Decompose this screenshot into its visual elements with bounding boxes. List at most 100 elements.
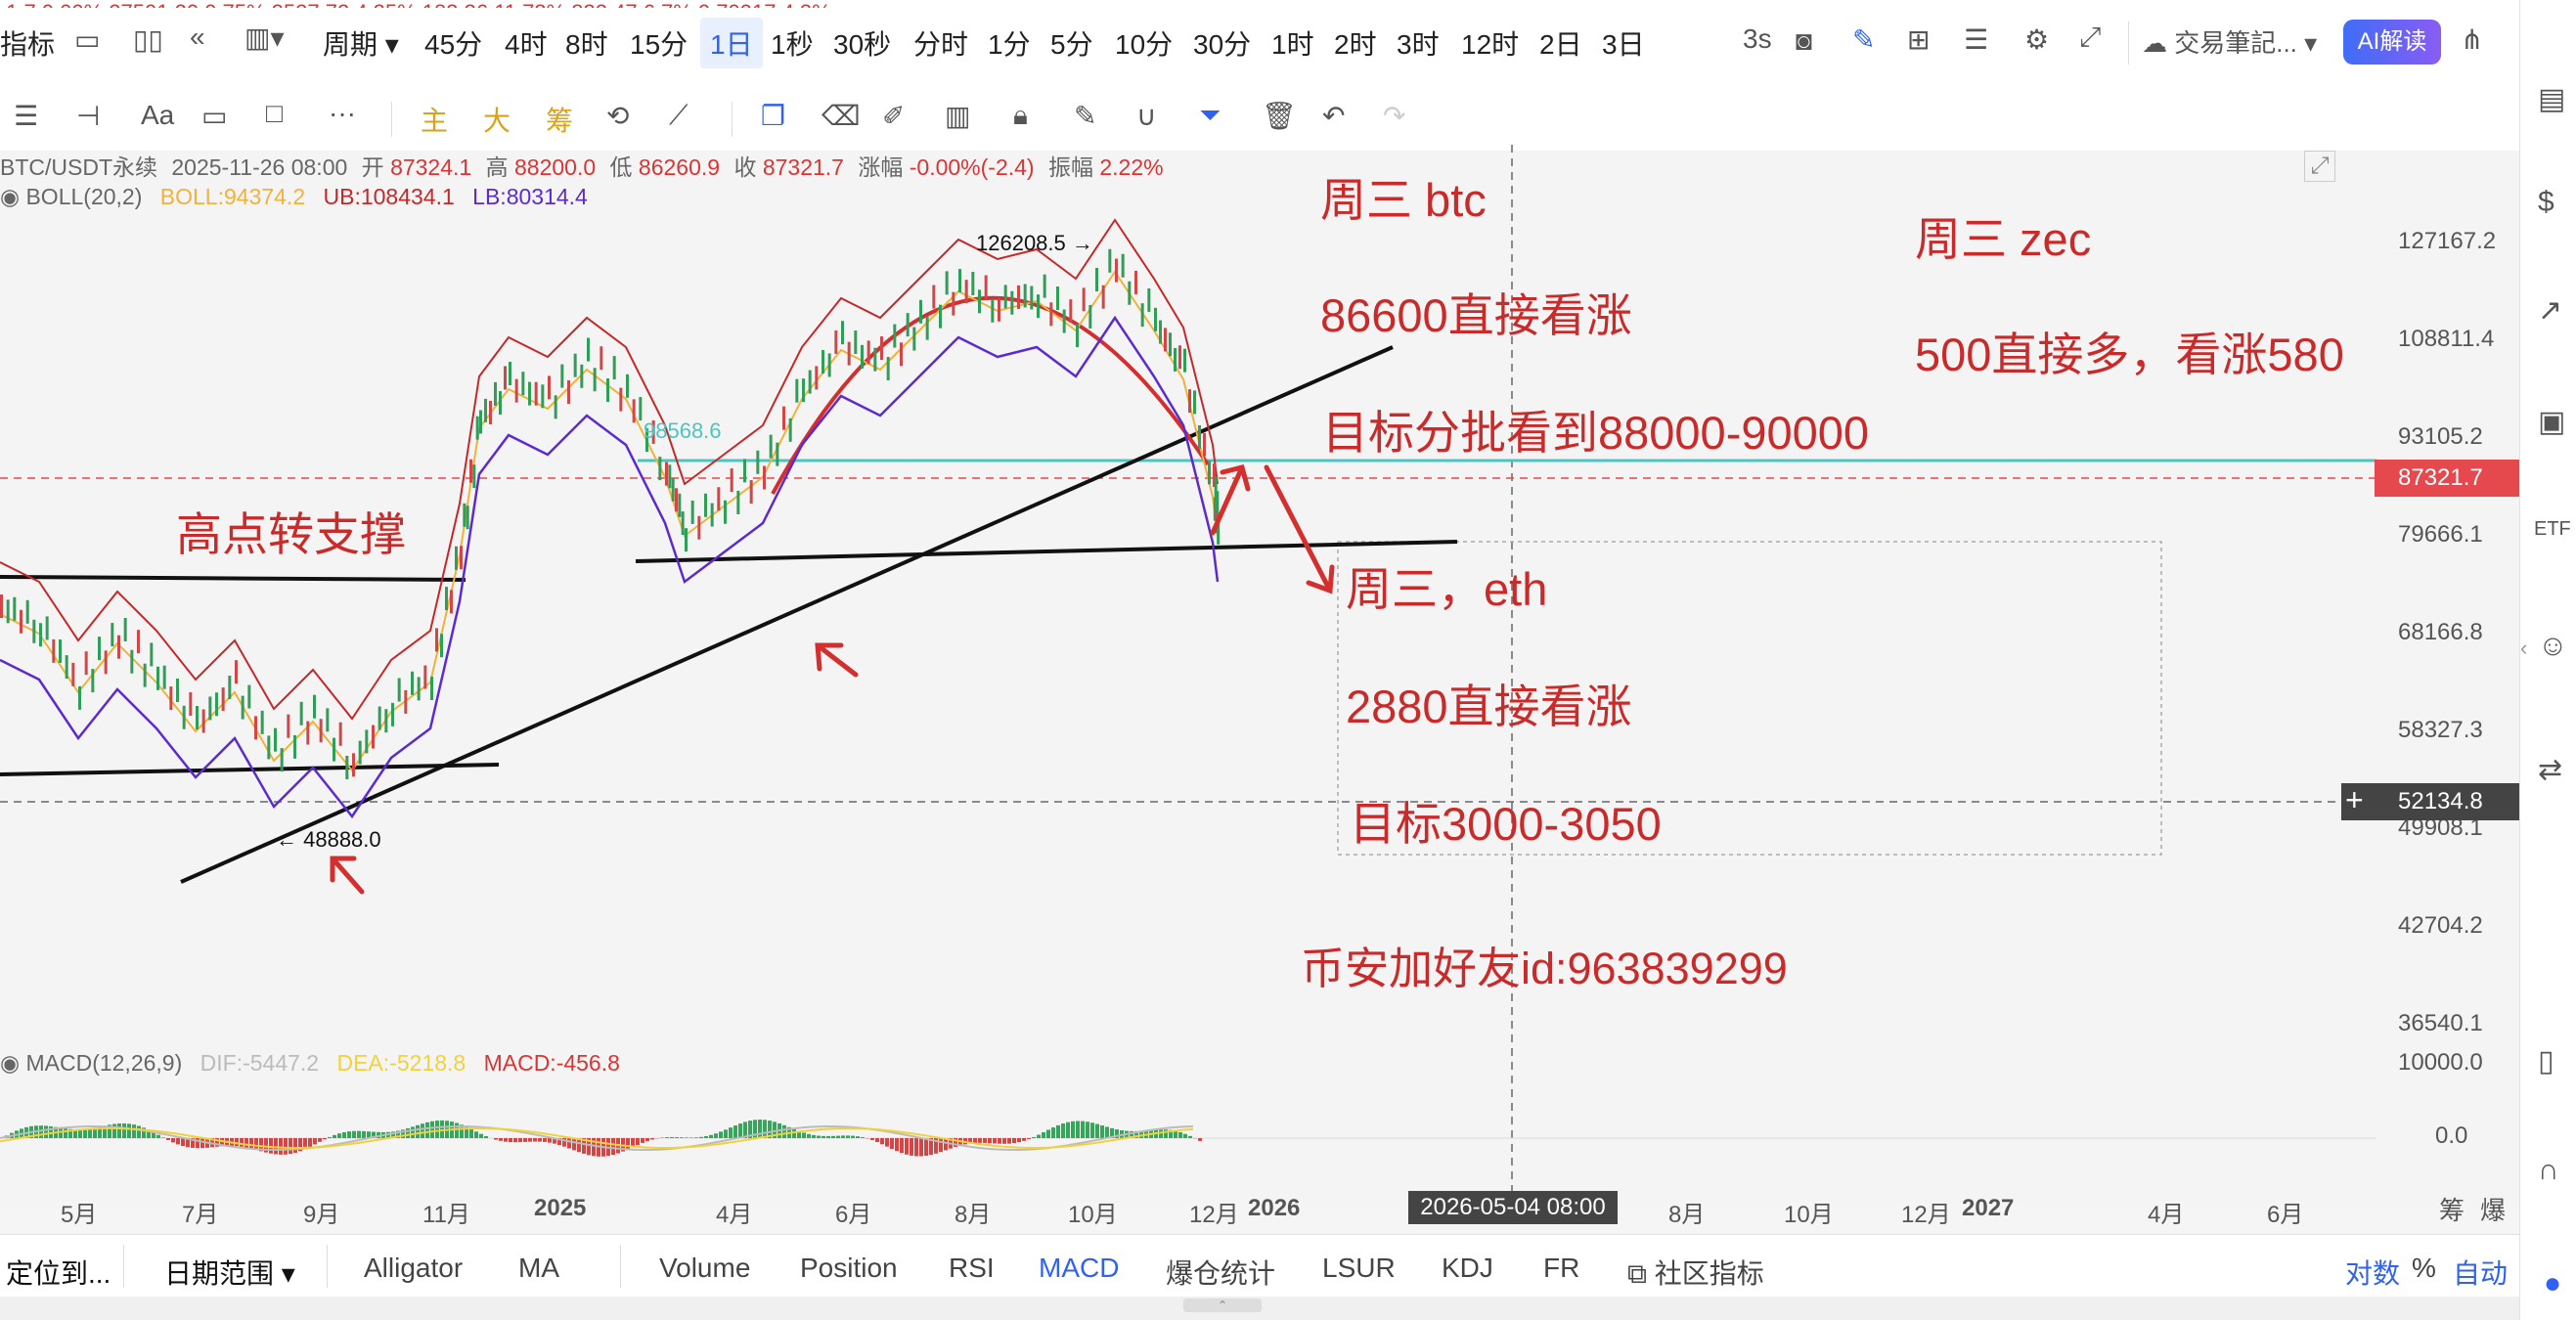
main-label[interactable]: 主 [421,106,449,136]
candle [338,722,342,746]
ind-liquidation[interactable]: 爆仓统计 [1166,1258,1276,1289]
rectangle-icon[interactable]: □ [266,98,283,128]
expand-icon[interactable]: ⤢ [2304,151,2335,182]
hline-tool-icon[interactable]: ⊣ [76,101,101,131]
fullscreen-icon[interactable]: ⤢ [2079,22,2102,52]
refresh-interval[interactable]: 3s [1743,23,1772,54]
interval-12h[interactable]: 12时 [1461,29,1520,60]
interval-4h[interactable]: 4时 [505,29,548,60]
candle [554,395,557,419]
camera-icon[interactable]: ◙ [1796,25,1812,56]
boll-name: BOLL(20,2) [25,184,143,209]
interval-8h[interactable]: 8时 [565,29,608,60]
chip-toggle[interactable]: 筹 [2439,1196,2465,1225]
ind-lsur[interactable]: LSUR [1322,1253,1396,1283]
add-alert-icon[interactable]: + [2345,782,2364,817]
notebook-dropdown[interactable]: ☁ 交易筆記... ▾ [2142,28,2318,58]
candle [182,705,186,729]
interval-1d[interactable]: 1日 [700,18,763,68]
interval-1h[interactable]: 1时 [1271,29,1314,60]
more-tools[interactable]: ··· [329,98,356,128]
interval-2d[interactable]: 2日 [1539,29,1582,60]
robot-icon[interactable]: ☺ [2538,630,2568,662]
grid-icon[interactable]: ▯▯ [133,24,163,55]
ind-position[interactable]: Position [800,1253,898,1283]
filter-icon[interactable]: ⏷ [1199,100,1221,130]
book-icon[interactable]: ▯ [2538,1045,2554,1078]
exchange-icon[interactable]: ⇄ [2538,754,2563,786]
ind-alligator[interactable]: Alligator [364,1253,464,1283]
monitor-icon[interactable]: ▣ [2538,406,2566,438]
community-indicators[interactable]: ⧉ 社区指标 [1627,1253,1764,1292]
interval-3h[interactable]: 3时 [1397,29,1440,60]
layout-panel-icon[interactable]: ▤ [2538,83,2566,115]
macd-bar [279,1138,283,1155]
interval-10m[interactable]: 10分 [1115,29,1174,60]
eye-icon[interactable]: ◉ [0,184,21,209]
log-scale-toggle[interactable]: 对数 [2345,1258,2401,1289]
macd-bar [870,1138,874,1141]
eraser-icon[interactable]: ⌫ [822,101,861,131]
ai-analysis-button[interactable]: AI解读 [2343,20,2441,65]
interval-1s[interactable]: 1秒 [771,29,814,60]
etf-icon[interactable]: ETF [2534,518,2571,540]
indicators-menu[interactable]: 指标 [0,29,56,60]
candle-type-icon[interactable]: ▥▾ [244,22,285,53]
candle [645,428,648,453]
text-tool[interactable]: Aa [141,100,175,130]
ind-kdj[interactable]: KDJ [1442,1253,1493,1283]
ind-volume[interactable]: Volume [659,1253,751,1283]
copy-icon[interactable]: ❐ [761,101,786,131]
share-icon[interactable]: ⋔ [2461,24,2484,55]
ind-fr[interactable]: FR [1543,1253,1580,1283]
edit-icon[interactable]: ✎ [1074,101,1097,131]
candle [626,374,629,398]
ind-ma[interactable]: MA [518,1253,559,1283]
chat-icon[interactable]: ● [2544,1267,2562,1299]
scroll-handle[interactable]: ⌃ [1183,1298,1262,1312]
big-label[interactable]: 大 [483,106,511,136]
candles-icon[interactable]: ▥ [945,101,971,131]
trash-icon[interactable]: 🗑︎ [1262,101,1297,131]
interval-30m[interactable]: 30分 [1193,29,1252,60]
undo-icon[interactable]: ↶ [1322,101,1346,131]
collapse-arrow-icon[interactable]: ‹ [2520,636,2528,660]
lock-icon[interactable]: 🔒︎ [1013,100,1028,130]
macd-bar [137,1125,141,1138]
brush-icon[interactable]: ✐ [882,101,906,131]
add-chart-icon[interactable]: ⊞ [1907,24,1931,55]
rewind-icon[interactable]: « [190,22,205,52]
settings-icon[interactable]: ⚙ [2024,24,2050,55]
interval-30s[interactable]: 30秒 [833,29,892,60]
liq-toggle[interactable]: 爆 [2480,1196,2507,1225]
trend-icon[interactable]: ↗ [2538,294,2563,327]
interval-1m[interactable]: 1分 [988,29,1031,60]
list-icon[interactable]: ☰ [1964,24,1989,55]
headset-icon[interactable]: ∩ [2538,1154,2559,1186]
dollar-icon[interactable]: $ [2538,186,2554,218]
sync-icon[interactable]: ⟲ [606,101,630,131]
locate-button[interactable]: 定位到... [6,1258,111,1289]
ind-rsi[interactable]: RSI [949,1253,995,1283]
menu-icon[interactable]: ☰ [14,101,39,131]
layout-icon[interactable]: ▭ [74,24,101,55]
period-dropdown[interactable]: 周期 ▾ [323,29,399,60]
interval-timeline[interactable]: 分时 [913,29,969,60]
pencil-icon[interactable]: ✎ [1852,24,1876,55]
date-range-dropdown[interactable]: 日期范围 ▾ [164,1258,295,1289]
interval-15m[interactable]: 15分 [630,29,688,60]
ind-macd[interactable]: MACD [1039,1253,1120,1283]
eye-icon-2[interactable]: ◉ [0,1050,21,1076]
interval-3d[interactable]: 3日 [1602,29,1645,60]
interval-2h[interactable]: 2时 [1334,29,1377,60]
redo-icon[interactable]: ↷ [1383,101,1406,131]
percent-toggle[interactable]: % [2412,1253,2436,1283]
interval-5m[interactable]: 5分 [1050,29,1093,60]
trend-tool-icon[interactable]: ⟋ [669,100,688,130]
ruler-icon[interactable]: ▭ [201,101,228,131]
chart-area[interactable] [0,151,2519,1202]
interval-45m[interactable]: 45分 [424,29,483,60]
chip-label[interactable]: 筹 [546,106,574,136]
auto-scale-toggle[interactable]: 自动 [2453,1258,2509,1289]
magnet-icon[interactable]: ∪ [1136,101,1157,131]
